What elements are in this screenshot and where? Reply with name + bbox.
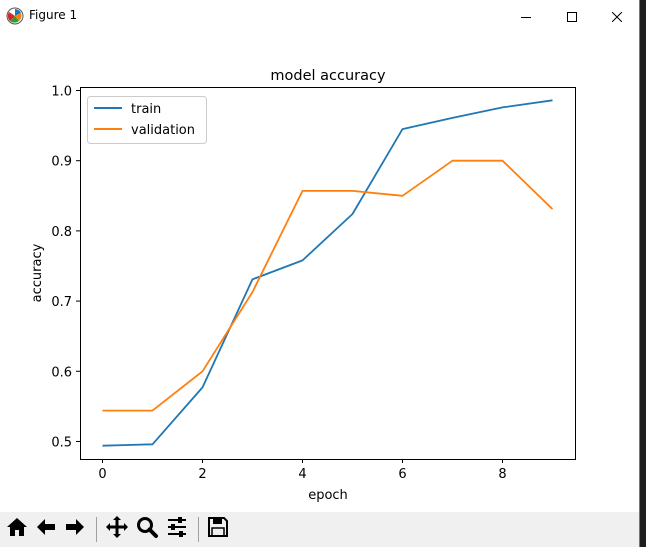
configure-subplots-button[interactable] [163, 515, 191, 543]
x-tick-label: 0 [98, 467, 106, 482]
x-tick-label: 2 [198, 467, 206, 482]
toolbar-separator [198, 517, 199, 542]
series-line-train [102, 99, 553, 447]
navigation-toolbar [0, 512, 639, 547]
window-title: Figure 1 [29, 8, 78, 22]
y-tick-label: 0.8 [51, 225, 72, 240]
y-tick-label: 1.0 [51, 85, 72, 100]
x-tick-label: 6 [398, 467, 406, 482]
legend: train validation [87, 96, 207, 144]
matplotlib-app-icon [6, 7, 24, 25]
pan-icon [105, 515, 129, 543]
home-icon [5, 515, 29, 543]
maximize-icon [567, 7, 577, 26]
title-bar[interactable]: Figure 1 [0, 0, 639, 32]
maximize-button[interactable] [549, 0, 595, 32]
background-editor-strip [640, 0, 646, 547]
series-line-validation [102, 159, 554, 412]
x-tick-label: 8 [498, 467, 506, 482]
save-button[interactable] [204, 515, 232, 543]
chart-title: model accuracy [270, 68, 386, 84]
y-tick-label: 0.6 [51, 365, 72, 380]
legend-label-validation: validation [131, 123, 195, 138]
minimize-icon [521, 7, 531, 26]
y-tick-label: 0.7 [51, 295, 72, 310]
forward-button[interactable] [61, 515, 89, 543]
close-icon [611, 7, 623, 26]
close-button[interactable] [594, 0, 640, 32]
axes-frame [80, 87, 576, 460]
minimize-button[interactable] [503, 0, 549, 32]
x-axis-label: epoch [308, 488, 348, 503]
save-floppy-icon [206, 515, 230, 543]
back-button[interactable] [32, 515, 60, 543]
y-tick-label: 0.9 [51, 155, 72, 170]
forward-arrow-icon [63, 515, 87, 543]
zoom-button[interactable] [133, 515, 161, 543]
y-axis-label: accuracy [30, 243, 45, 302]
zoom-magnifier-icon [135, 515, 159, 543]
pan-button[interactable] [103, 515, 131, 543]
back-arrow-icon [34, 515, 58, 543]
y-tick-label: 0.5 [51, 435, 72, 450]
toolbar-separator [96, 517, 97, 542]
configure-subplots-icon [165, 515, 189, 543]
home-button[interactable] [3, 515, 31, 543]
legend-label-train: train [131, 102, 161, 117]
x-tick-label: 4 [298, 467, 306, 482]
